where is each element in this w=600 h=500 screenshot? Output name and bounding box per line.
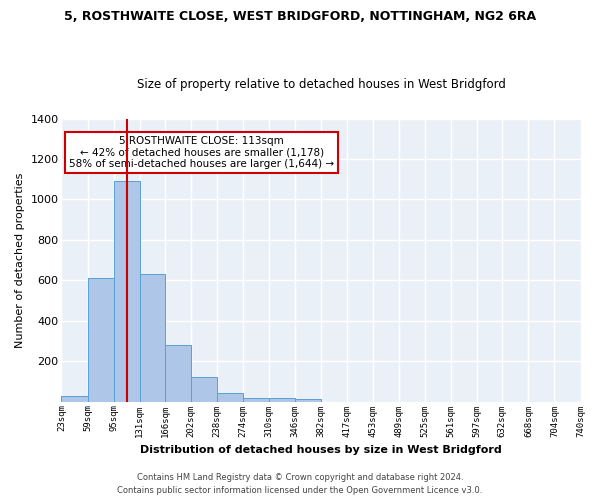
Bar bbox=[61, 396, 88, 402]
Title: Size of property relative to detached houses in West Bridgford: Size of property relative to detached ho… bbox=[137, 78, 505, 91]
Text: Contains HM Land Registry data © Crown copyright and database right 2024.
Contai: Contains HM Land Registry data © Crown c… bbox=[118, 474, 482, 495]
Bar bbox=[140, 274, 165, 402]
Text: 5 ROSTHWAITE CLOSE: 113sqm
← 42% of detached houses are smaller (1,178)
58% of s: 5 ROSTHWAITE CLOSE: 113sqm ← 42% of deta… bbox=[69, 136, 334, 169]
Y-axis label: Number of detached properties: Number of detached properties bbox=[15, 172, 25, 348]
X-axis label: Distribution of detached houses by size in West Bridgford: Distribution of detached houses by size … bbox=[140, 445, 502, 455]
Text: 5, ROSTHWAITE CLOSE, WEST BRIDGFORD, NOTTINGHAM, NG2 6RA: 5, ROSTHWAITE CLOSE, WEST BRIDGFORD, NOT… bbox=[64, 10, 536, 23]
Bar bbox=[165, 345, 191, 402]
Bar bbox=[295, 399, 322, 402]
Bar bbox=[217, 392, 243, 402]
Bar bbox=[243, 398, 269, 402]
Bar bbox=[88, 278, 113, 402]
Bar bbox=[191, 378, 217, 402]
Bar bbox=[269, 398, 295, 402]
Bar bbox=[113, 181, 140, 402]
